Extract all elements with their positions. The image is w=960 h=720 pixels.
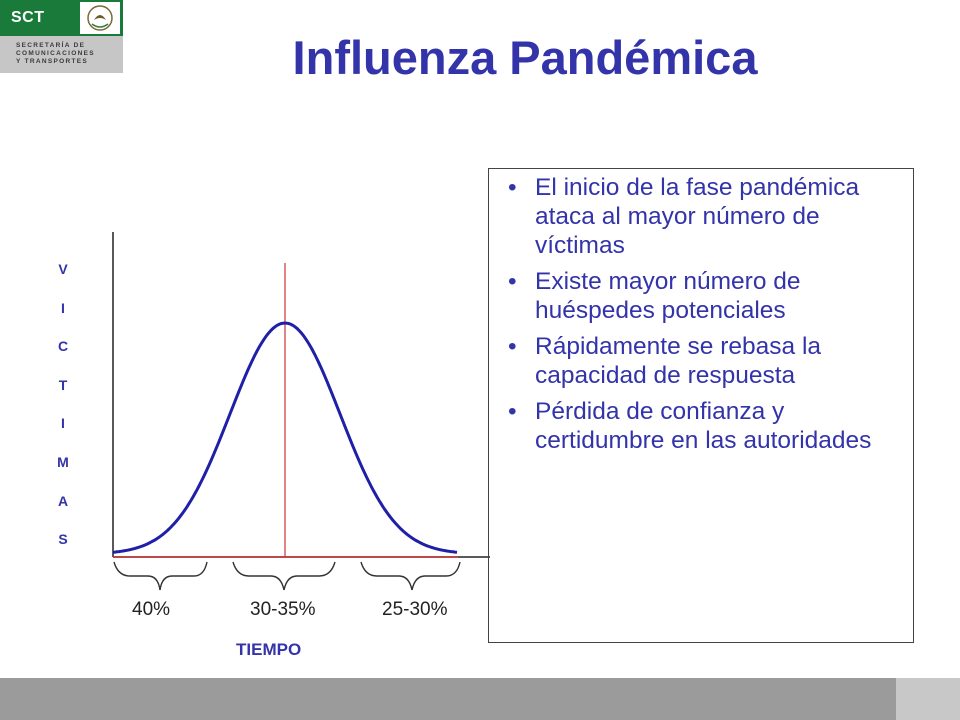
y-axis-label-letter: S: [58, 531, 68, 548]
y-axis-label-letter: V: [58, 261, 68, 277]
bullet-icon: •: [508, 174, 517, 201]
bullet-text: Rápidamente se rebasa la capacidad de re…: [535, 333, 822, 389]
bullet-text: Existe mayor número de huéspedes potenci…: [535, 268, 801, 324]
y-axis-label-letter: I: [61, 299, 65, 316]
footer-bar-end: [896, 678, 960, 720]
logo-line-1: SECRETARÍA DE: [16, 42, 86, 49]
bullet-panel: • El inicio de la fase pandémica ataca al…: [488, 168, 914, 643]
bullet-icon: •: [508, 398, 517, 425]
bullet-text: El inicio de la fase pandémica ataca al …: [535, 174, 860, 259]
logo-header: SCT: [0, 0, 123, 36]
bullet-item: • Pérdida de confianza y certidumbre en l…: [499, 397, 909, 455]
y-axis-label-letter: A: [57, 492, 69, 509]
x-tick-label: 25-30%: [382, 599, 448, 620]
bullet-icon: •: [508, 333, 517, 360]
y-axis-label-letter: I: [61, 415, 65, 432]
x-tick-label: 40%: [132, 599, 171, 620]
logo-line-2: COMUNICACIONES: [16, 50, 95, 57]
brace-3: [360, 561, 461, 591]
national-seal-icon: [80, 2, 120, 34]
sct-logo: SCT SECRETARÍA DE COMUNICACIONES Y TRANS…: [0, 0, 123, 73]
x-tick-label: 30-35%: [250, 599, 316, 620]
footer-bar: [0, 678, 896, 720]
bullet-item: • El inicio de la fase pandémica ataca al…: [499, 173, 909, 260]
bullet-icon: •: [508, 268, 517, 295]
bullet-list: • El inicio de la fase pandémica ataca al…: [499, 173, 909, 462]
y-axis-label-letter: M: [57, 453, 69, 470]
y-axis-label-letter: T: [58, 376, 68, 393]
bullet-item: • Existe mayor número de huéspedes potenc…: [499, 267, 909, 325]
brace-1: [113, 561, 208, 591]
logo-text: SECRETARÍA DE COMUNICACIONES Y TRANSPORT…: [16, 42, 95, 66]
brace-2: [232, 561, 336, 591]
bullet-text: Pérdida de confianza y certidumbre en la…: [535, 398, 872, 454]
bell-curve: [112, 321, 458, 554]
y-axis-label-letter: C: [57, 338, 69, 355]
page-title: Influenza Pandémica: [292, 31, 758, 84]
logo-abbr: SCT: [11, 9, 45, 26]
logo-line-3: Y TRANSPORTES: [16, 58, 89, 65]
x-axis-label: TIEMPO: [236, 640, 302, 659]
y-axis-label: V I C T I M A S: [52, 256, 74, 565]
bullet-item: • Rápidamente se rebasa la capacidad de r…: [499, 332, 909, 390]
